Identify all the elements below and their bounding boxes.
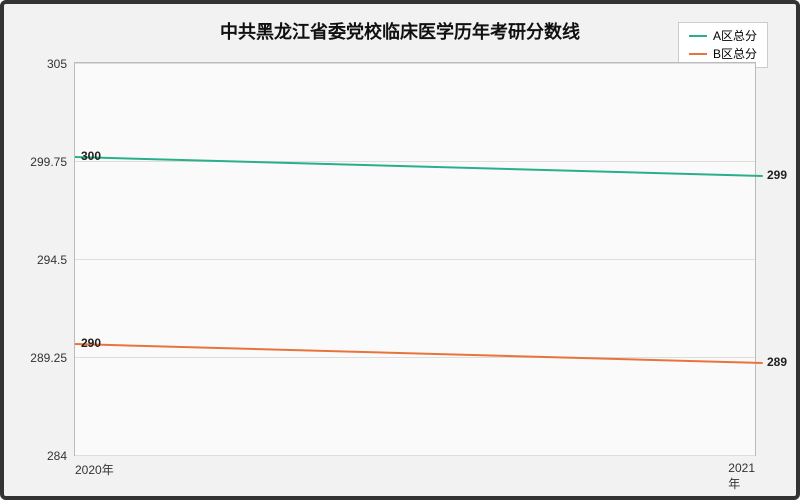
series-line: [75, 156, 763, 177]
gridline: 294.5: [75, 259, 755, 260]
legend-item-a: A区总分: [689, 27, 757, 45]
data-point-label: 289: [767, 355, 787, 369]
gridline: 289.25: [75, 357, 755, 358]
y-tick-label: 294.5: [37, 253, 67, 267]
legend-label-b: B区总分: [713, 45, 757, 63]
series-line: [75, 343, 763, 364]
data-point-label: 290: [81, 336, 101, 350]
y-tick-label: 289.25: [30, 351, 67, 365]
legend-label-a: A区总分: [713, 27, 757, 45]
x-tick-label: 2020年: [75, 461, 114, 478]
gridline: 299.75: [75, 161, 755, 162]
chart-container: 中共黑龙江省委党校临床医学历年考研分数线 A区总分 B区总分 284289.25…: [0, 0, 800, 500]
legend-item-b: B区总分: [689, 45, 757, 63]
gridline: 305: [75, 63, 755, 64]
y-tick-label: 299.75: [30, 155, 67, 169]
y-tick-label: 305: [47, 57, 67, 71]
gridline: 284: [75, 455, 755, 456]
data-point-label: 300: [81, 149, 101, 163]
data-point-label: 299: [767, 168, 787, 182]
plot-area: 284289.25294.5299.753052020年2021年3002992…: [74, 62, 756, 456]
y-tick-label: 284: [47, 449, 67, 463]
legend-swatch-a: [689, 35, 707, 37]
legend-swatch-b: [689, 53, 707, 55]
x-tick-label: 2021年: [728, 461, 755, 492]
